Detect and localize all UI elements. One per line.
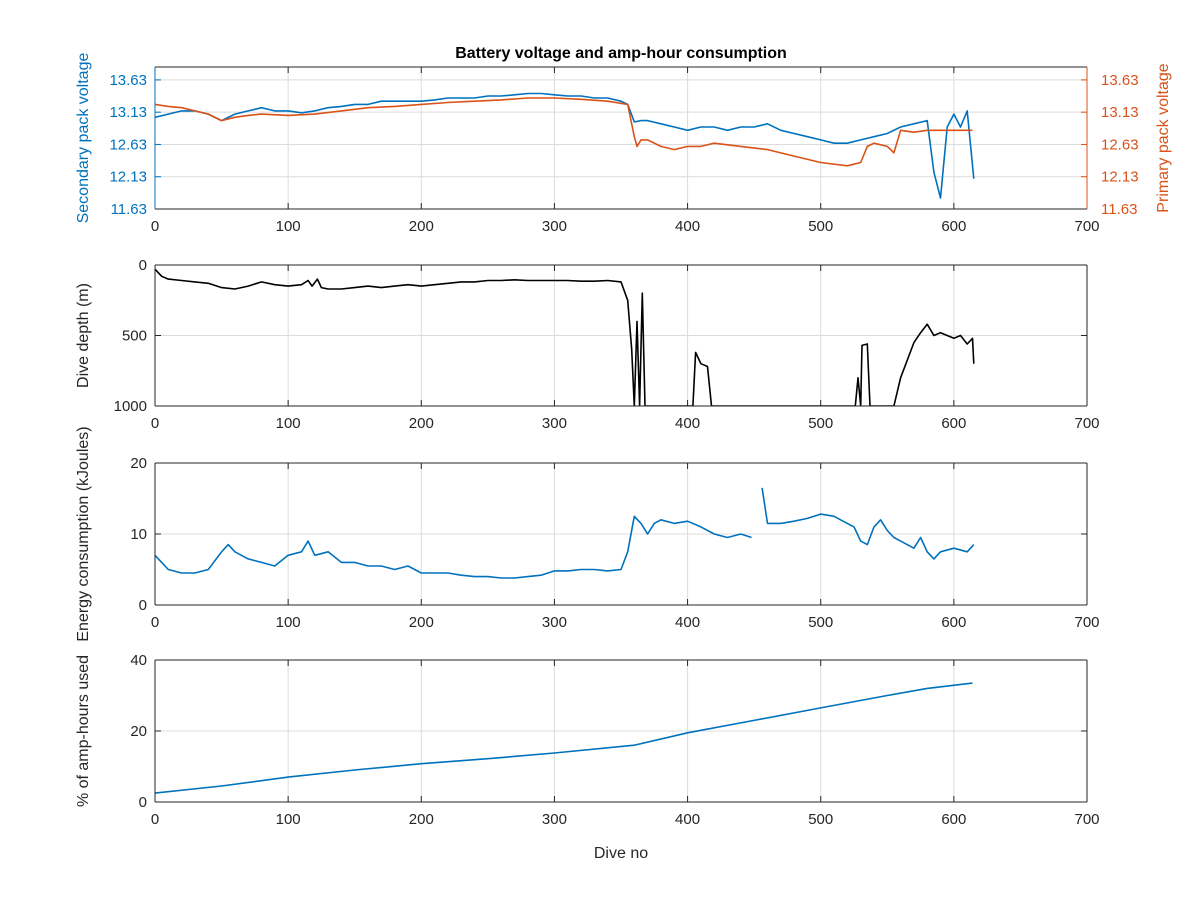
x-tick-label: 400 <box>675 415 700 432</box>
x-tick-label: 400 <box>675 811 700 828</box>
x-tick-label: 0 <box>151 811 159 828</box>
y-axis-label: Energy consumption (kJoules) <box>75 426 92 641</box>
x-tick-label: 500 <box>808 811 833 828</box>
y-axis-label: % of amp-hours used <box>75 655 92 807</box>
x-tick-label: 300 <box>542 415 567 432</box>
x-tick-label: 200 <box>409 218 434 235</box>
series-line-0 <box>155 515 752 579</box>
x-tick-label: 100 <box>276 218 301 235</box>
x-tick-label: 0 <box>151 218 159 235</box>
y-tick-label: 13.63 <box>109 72 147 89</box>
x-tick-label: 0 <box>151 614 159 631</box>
x-tick-label: 600 <box>941 811 966 828</box>
series-line-1 <box>761 487 975 560</box>
x-tick-label: 400 <box>675 614 700 631</box>
y-axis-label: Dive depth (m) <box>75 283 92 388</box>
x-tick-label: 600 <box>941 614 966 631</box>
x-tick-label: 700 <box>1074 218 1099 235</box>
x-tick-label: 200 <box>409 415 434 432</box>
x-tick-label: 300 <box>542 614 567 631</box>
y-tick-label: 0 <box>139 257 147 274</box>
x-tick-label: 300 <box>542 218 567 235</box>
y-tick-label: 500 <box>122 328 147 345</box>
x-tick-label: 100 <box>276 415 301 432</box>
x-tick-label: 500 <box>808 218 833 235</box>
plot-area <box>155 67 1087 209</box>
y2-tick-label: 12.63 <box>1101 136 1139 153</box>
series-line-0 <box>155 92 975 199</box>
x-tick-label: 500 <box>808 415 833 432</box>
x-tick-label: 100 <box>276 614 301 631</box>
y2-tick-label: 13.63 <box>1101 72 1139 89</box>
x-tick-label: 600 <box>941 218 966 235</box>
y-tick-label: 40 <box>130 652 147 669</box>
x-tick-label: 500 <box>808 614 833 631</box>
x-tick-label: 0 <box>151 415 159 432</box>
x-tick-label: 100 <box>276 811 301 828</box>
y-tick-label: 12.13 <box>109 169 147 186</box>
voltage-panel: 0 100 200 300 400 500 600 70011.6312.1312.6313.… <box>75 45 1172 235</box>
amp-hours-panel: 0 100 200 300 400 500 600 700 0 20 40 Dive no % of a… <box>75 652 1100 862</box>
y-tick-label: 1000 <box>114 398 147 415</box>
energy-panel: 0 100 200 300 400 500 600 700 0 10 20 Energy consum… <box>75 426 1100 641</box>
x-tick-label: 200 <box>409 614 434 631</box>
x-tick-label: 700 <box>1074 614 1099 631</box>
series-line-0 <box>155 682 973 794</box>
chart-title: Battery voltage and amp-hour consumption <box>455 45 787 62</box>
x-tick-label: 600 <box>941 415 966 432</box>
y2-tick-label: 13.13 <box>1101 104 1139 121</box>
depth-panel: 0 100 200 300 400 500 600 700 0 500 1000 Dive depth… <box>75 257 1100 432</box>
y-tick-label: 12.63 <box>109 136 147 153</box>
x-tick-label: 200 <box>409 811 434 828</box>
x-axis-label: Dive no <box>594 845 648 862</box>
y2-tick-label: 12.13 <box>1101 169 1139 186</box>
y2-axis-label: Primary pack voltage <box>1155 63 1172 212</box>
y-tick-label: 13.13 <box>109 104 147 121</box>
x-tick-label: 700 <box>1074 415 1099 432</box>
x-tick-label: 400 <box>675 218 700 235</box>
x-tick-label: 700 <box>1074 811 1099 828</box>
series-line-0 <box>155 268 975 406</box>
y-tick-label: 10 <box>130 526 147 543</box>
x-tick-label: 300 <box>542 811 567 828</box>
y-tick-label: 20 <box>130 455 147 472</box>
y-tick-label: 0 <box>139 597 147 614</box>
y2-tick-label: 11.63 <box>1101 201 1137 218</box>
y-tick-label: 0 <box>139 794 147 811</box>
y-tick-label: 11.63 <box>111 201 147 218</box>
y-tick-label: 20 <box>130 723 147 740</box>
series-line-1 <box>155 97 973 167</box>
y-axis-label: Secondary pack voltage <box>75 53 92 224</box>
